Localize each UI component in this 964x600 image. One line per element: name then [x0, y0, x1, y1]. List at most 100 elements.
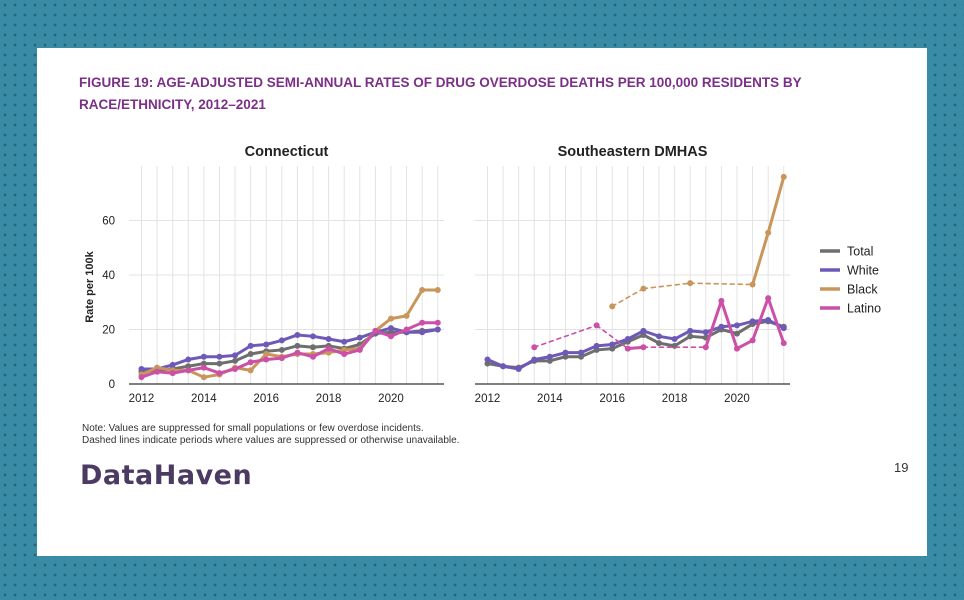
data-point: [419, 319, 426, 326]
data-point: [216, 360, 223, 367]
series-segment: [233, 344, 253, 357]
data-point: [419, 286, 426, 293]
data-point: [484, 356, 491, 363]
data-point: [656, 340, 663, 347]
series-segment-dashed: [533, 324, 598, 349]
data-point: [687, 333, 694, 340]
series-white: [138, 325, 441, 373]
data-point: [341, 351, 348, 358]
data-point: [434, 319, 441, 326]
data-point: [640, 327, 647, 334]
data-point: [640, 344, 647, 351]
data-point: [341, 338, 348, 345]
data-point: [434, 326, 441, 333]
data-point: [780, 325, 787, 332]
data-point: [624, 345, 631, 352]
legend: Total White Black Latino: [820, 245, 881, 316]
data-point: [718, 297, 725, 304]
data-point: [593, 322, 600, 329]
series-segment-dashed: [611, 287, 645, 308]
data-point: [733, 330, 740, 337]
series-segment: [517, 357, 536, 371]
series-segment: [358, 329, 377, 352]
data-point: [609, 341, 616, 348]
data-point: [263, 351, 270, 358]
data-point: [546, 353, 553, 360]
data-point: [640, 285, 647, 292]
data-point: [310, 353, 317, 360]
data-point: [718, 323, 725, 330]
data-point: [325, 345, 332, 352]
legend-item-total: Total: [820, 245, 873, 259]
data-point: [356, 346, 363, 353]
figure-title: FIGURE 19: AGE-ADJUSTED SEMI-ANNUAL RATE…: [79, 75, 802, 112]
data-point: [593, 342, 600, 349]
data-point: [387, 315, 394, 322]
legend-item-white: White: [820, 264, 879, 278]
data-point: [138, 374, 145, 381]
data-point: [434, 286, 441, 293]
data-point: [733, 322, 740, 329]
data-point: [138, 366, 145, 373]
page-number: 19: [894, 460, 909, 475]
data-point: [671, 336, 678, 343]
series-segment: [719, 299, 739, 351]
data-point: [232, 366, 239, 373]
series-segment-dashed: [689, 282, 754, 286]
chart-note: Note: Values are suppressed for small po…: [82, 423, 459, 447]
series-latino: [531, 295, 787, 352]
x-tick-label: 2020: [724, 393, 750, 405]
data-point: [232, 352, 239, 359]
series-segment: [405, 288, 424, 318]
data-point: [356, 334, 363, 341]
series-segment: [704, 299, 723, 349]
data-point: [372, 327, 379, 334]
series-segment: [735, 322, 755, 336]
panel-title: Connecticut: [245, 144, 329, 160]
y-tick-label: 40: [102, 270, 115, 282]
data-point: [278, 337, 285, 344]
data-point: [419, 329, 426, 336]
series-segment: [751, 296, 770, 342]
data-point: [263, 356, 270, 363]
series-segment: [766, 175, 786, 235]
series-segment: [373, 317, 393, 333]
data-point: [687, 327, 694, 334]
data-point: [232, 357, 239, 364]
chart-area: Rate per 100k 0 20 40 60 2012 2014 2016 2018 2020…: [84, 144, 881, 405]
data-point: [387, 333, 394, 340]
series-segment-dashed: [642, 282, 691, 290]
data-point: [247, 342, 254, 349]
x-tick-label: 2016: [599, 393, 625, 405]
data-point: [780, 340, 787, 347]
data-point: [687, 280, 694, 287]
y-tick-label: 60: [102, 216, 115, 228]
data-point: [733, 345, 740, 352]
legend-item-latino: Latino: [820, 302, 881, 316]
data-point: [780, 173, 787, 180]
data-point: [403, 326, 410, 333]
series-segment-dashed: [595, 324, 629, 350]
series-segment: [766, 296, 786, 345]
data-point: [185, 356, 192, 363]
data-point: [278, 346, 285, 353]
legend-label: Latino: [847, 302, 881, 316]
data-point: [154, 368, 161, 375]
series-black: [609, 173, 787, 310]
data-point: [200, 353, 207, 360]
data-point: [500, 363, 507, 370]
series-segment: [673, 334, 692, 348]
legend-label: Black: [847, 283, 878, 297]
data-point: [247, 351, 254, 358]
data-point: [749, 281, 756, 288]
x-tick-label: 2016: [253, 393, 279, 405]
data-point: [531, 344, 538, 351]
x-tick-label: 2018: [662, 393, 688, 405]
x-tick-label: 2014: [537, 393, 563, 405]
data-point: [169, 370, 176, 377]
data-point: [515, 366, 522, 373]
panel-title: Southeastern DMHAS: [558, 144, 708, 160]
data-point: [749, 337, 756, 344]
legend-label: Total: [847, 245, 873, 259]
data-point: [247, 359, 254, 366]
